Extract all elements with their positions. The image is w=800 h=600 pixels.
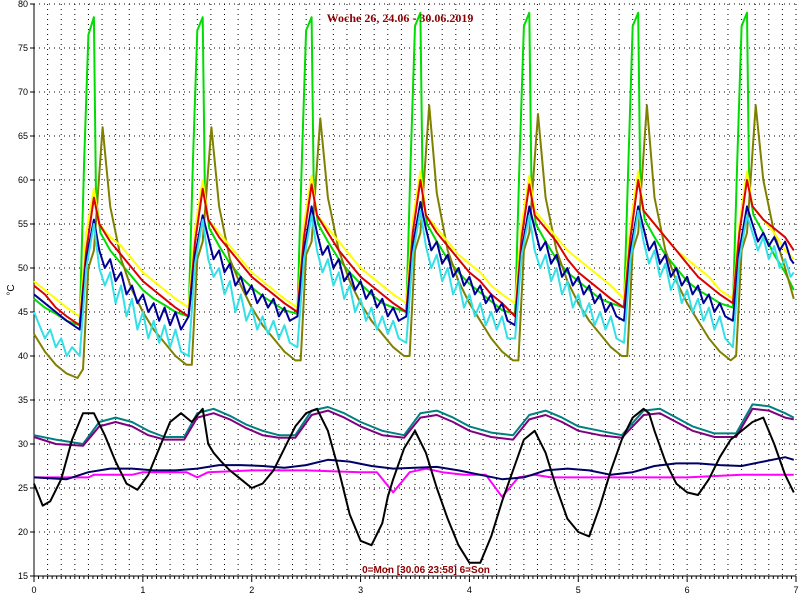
y-tick-label: 55 xyxy=(18,219,28,229)
chart-title: Woche 26, 24.06 - 30.06.2019 xyxy=(327,11,474,25)
y-tick-label: 35 xyxy=(18,395,28,405)
y-tick-label: 40 xyxy=(18,351,28,361)
series-line-2 xyxy=(33,104,795,379)
series-line-5 xyxy=(33,201,795,331)
x-tick-label: 3 xyxy=(358,585,363,595)
x-tick-label: 2 xyxy=(249,585,254,595)
series-line-1 xyxy=(33,11,795,327)
y-tick-label: 20 xyxy=(18,527,28,537)
y-tick-label: 45 xyxy=(18,307,28,317)
y-axis-unit: °C xyxy=(6,284,17,295)
y-tick-label: 50 xyxy=(18,263,28,273)
x-tick-label: 7 xyxy=(793,585,798,595)
x-tick-label: 5 xyxy=(576,585,581,595)
series-group xyxy=(33,11,795,564)
series-line-7 xyxy=(33,403,795,445)
x-tick-label: 6 xyxy=(685,585,690,595)
y-tick-label: 80 xyxy=(18,0,28,9)
series-line-11 xyxy=(33,407,795,564)
series-line-8 xyxy=(33,407,795,447)
x-tick-label: 4 xyxy=(467,585,472,595)
series-line-4 xyxy=(33,179,795,327)
series-line-10 xyxy=(33,456,795,481)
y-tick-label: 60 xyxy=(18,175,28,185)
y-tick-label: 70 xyxy=(18,87,28,97)
y-tick-label: 75 xyxy=(18,43,28,53)
chart-footer: 0=Mon [30.06 23:58] 6=Son xyxy=(362,565,490,576)
y-tick-label: 25 xyxy=(18,483,28,493)
y-tick-label: 65 xyxy=(18,131,28,141)
y-tick-label: 15 xyxy=(18,571,28,581)
y-tick-label: 30 xyxy=(18,439,28,449)
series-line-6 xyxy=(33,209,795,357)
x-tick-label: 0 xyxy=(31,585,36,595)
series-line-9 xyxy=(34,467,794,498)
x-tick-label: 1 xyxy=(140,585,145,595)
